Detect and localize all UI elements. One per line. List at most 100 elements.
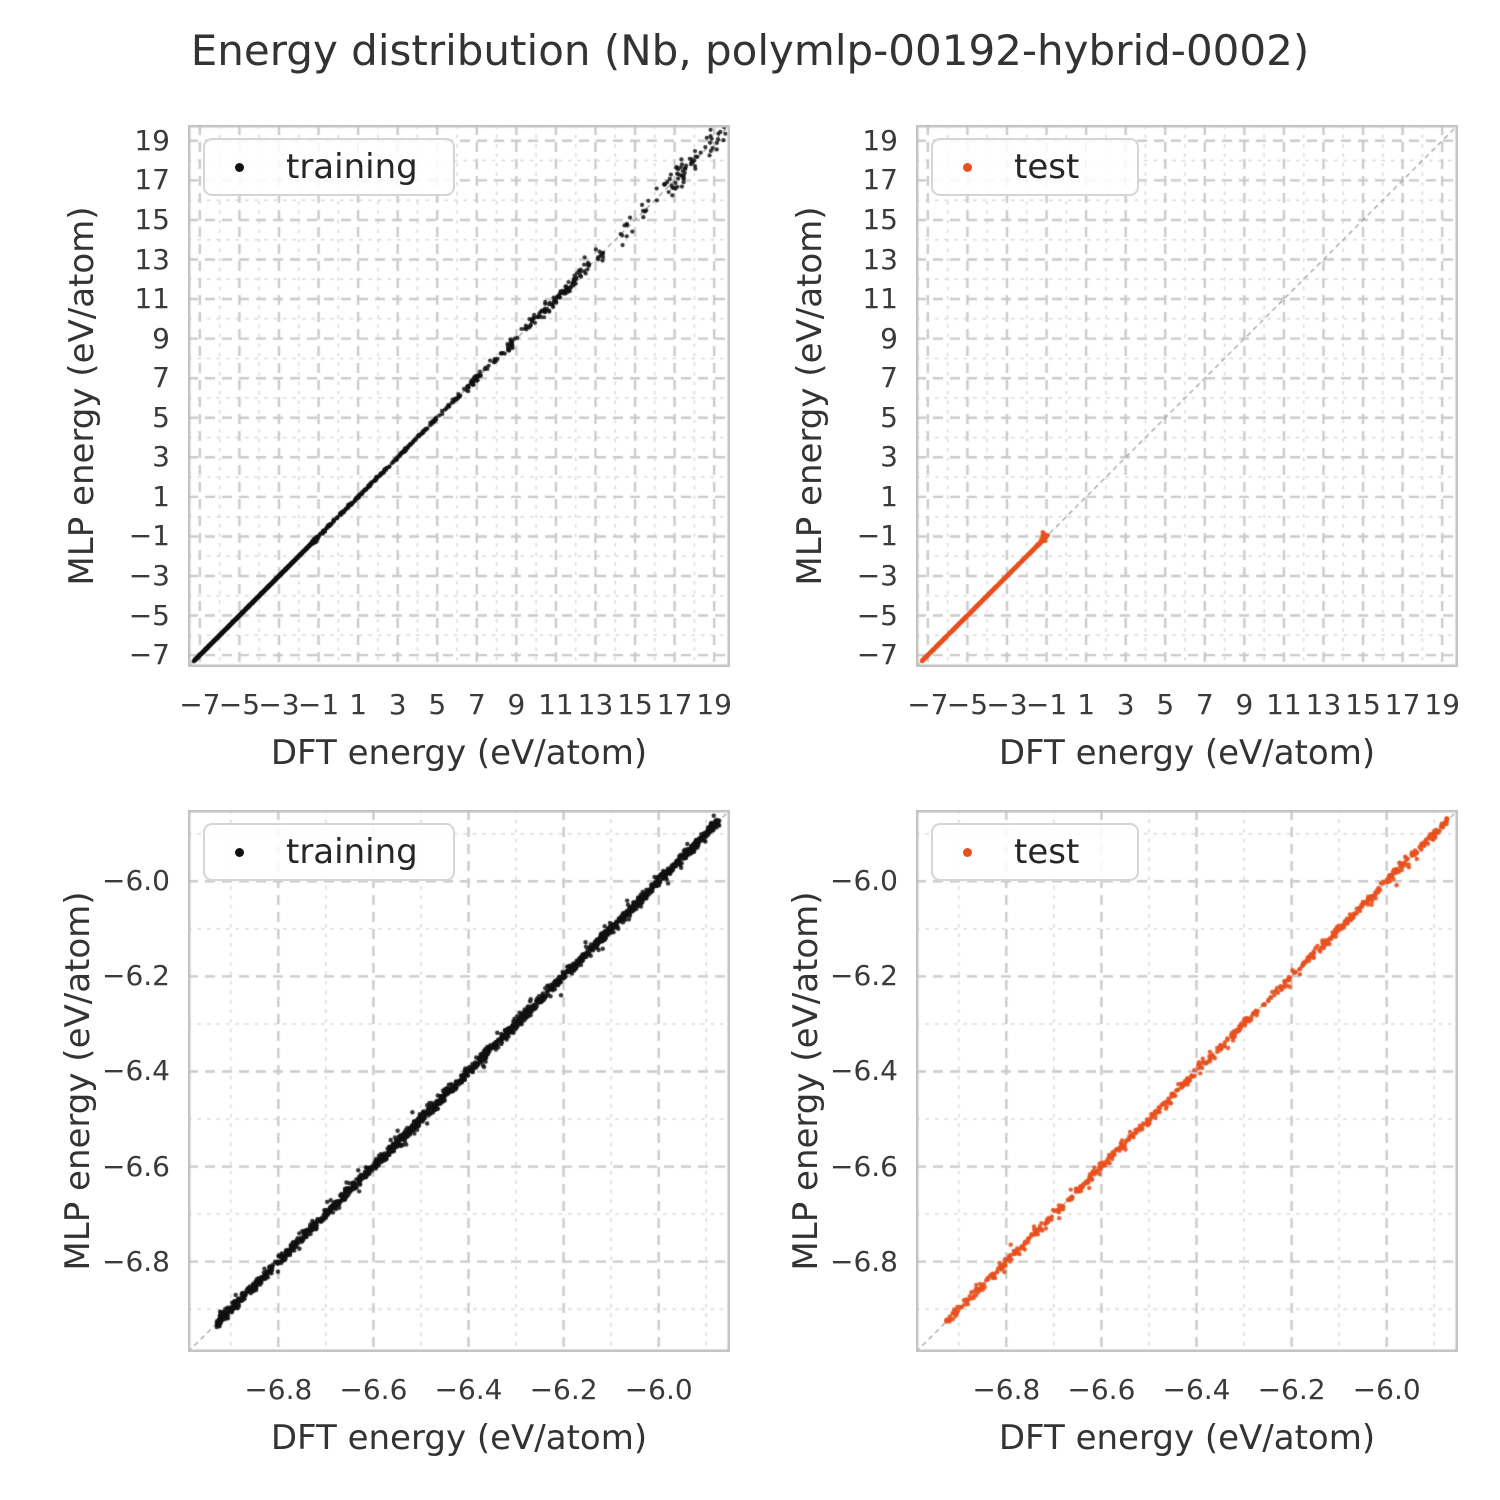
training-marker-dot-icon [235,162,244,172]
x-tick-label: −6.6 [339,1373,408,1406]
x-tick-label: −1 [297,688,340,721]
y-tick-label: 9 [152,321,170,355]
xaxis-label-test-full: DFT energy (eV/atom) [998,733,1376,773]
x-tick-label: 17 [1384,688,1421,721]
x-tick-label: 15 [1345,688,1381,721]
y-tick-label: 11 [134,282,170,316]
y-tick-label: −7 [856,638,898,672]
x-tick-label: −6.4 [1162,1373,1231,1406]
y-tick-label: 1 [152,479,170,513]
y-tick-label: 3 [880,440,898,474]
legend-test-zoom: test [931,823,1139,881]
x-tick-label: −7 [179,688,221,721]
xaxis-label-training-zoom: DFT energy (eV/atom) [270,1418,648,1458]
x-tick-label: 13 [577,688,614,721]
training-full-canvas [188,125,730,667]
y-tick-label: −6.4 [830,1054,898,1088]
x-tick-label: 17 [656,688,693,721]
x-tick-label: 5 [1156,688,1175,721]
x-tick-label: 15 [617,688,653,721]
x-tick-label: −6.8 [244,1373,313,1406]
y-tick-label: −1 [856,519,898,553]
y-tick-label: 9 [880,321,898,355]
y-tick-label: −6.4 [102,1054,170,1088]
y-tick-label: 1 [880,479,898,513]
y-tick-label: −7 [128,638,170,672]
x-tick-label: −5 [218,688,261,721]
x-tick-label: 19 [696,688,732,721]
x-tick-label: −1 [1025,688,1068,721]
y-tick-label: −5 [128,598,170,632]
y-tick-label: 7 [152,361,170,395]
test-zoom-canvas [916,810,1458,1352]
y-tick-label: 13 [862,242,898,276]
x-tick-label: 9 [507,688,526,721]
training-zoom-canvas [188,810,730,1352]
x-tick-label: −6.0 [624,1373,693,1406]
subplot-test-zoom: test [916,810,1458,1352]
legend-label-test-full: test [1014,147,1080,187]
y-tick-label: 15 [134,202,170,236]
y-tick-label: −5 [856,598,898,632]
y-tick-label: 15 [862,202,898,236]
legend-label-training-zoom: training [286,832,418,872]
y-tick-label: −6.8 [830,1244,898,1278]
x-tick-label: 19 [1424,688,1460,721]
y-tick-label: 17 [862,163,898,197]
subplot-training-full: training [188,125,730,667]
y-tick-label: −6.8 [102,1244,170,1278]
x-tick-label: −7 [907,688,949,721]
x-tick-label: −6.8 [972,1373,1041,1406]
y-tick-label: 3 [152,440,170,474]
xaxis-label-training-full: DFT energy (eV/atom) [270,733,648,773]
y-tick-label: 5 [152,400,170,434]
y-tick-label: −6.0 [102,864,170,898]
x-tick-label: 11 [1266,688,1302,721]
x-tick-label: 9 [1235,688,1254,721]
legend-label-training-full: training [286,147,418,187]
x-tick-label: 1 [349,688,368,721]
y-tick-label: 19 [134,123,170,157]
x-tick-label: 11 [538,688,574,721]
y-tick-label: −3 [856,559,898,592]
x-tick-label: 5 [428,688,447,721]
x-tick-label: −6.2 [529,1373,598,1406]
xaxis-label-test-zoom: DFT energy (eV/atom) [998,1418,1376,1458]
subplot-training-zoom: training [188,810,730,1352]
x-tick-label: −5 [946,688,989,721]
x-tick-label: 1 [1077,688,1096,721]
x-tick-label: 3 [388,688,407,721]
y-tick-label: 19 [862,123,898,157]
x-tick-label: 7 [467,688,486,721]
test-full-canvas [916,125,1458,667]
y-tick-label: 5 [880,400,898,434]
test-marker-dot-icon [963,162,972,172]
y-tick-label: −6.2 [102,959,170,993]
legend-test-full: test [931,138,1139,196]
x-tick-label: 13 [1305,688,1342,721]
x-tick-label: −6.6 [1067,1373,1136,1406]
y-tick-label: 13 [134,242,170,276]
y-tick-label: −6.0 [830,864,898,898]
x-tick-label: 3 [1116,688,1135,721]
y-tick-label: 7 [880,361,898,395]
subplot-test-full: test [916,125,1458,667]
test-marker-dot-icon [963,847,972,857]
y-tick-label: −1 [128,519,170,553]
legend-training-zoom: training [203,823,455,881]
x-tick-label: −3 [986,688,1028,721]
x-tick-label: −3 [258,688,300,721]
y-tick-label: −6.2 [830,959,898,993]
y-tick-label: 17 [134,163,170,197]
x-tick-label: −6.2 [1257,1373,1326,1406]
legend-label-test-zoom: test [1014,832,1080,872]
x-tick-label: −6.4 [434,1373,503,1406]
figure-title: Energy distribution (Nb, polymlp-00192-h… [190,26,1310,75]
y-tick-label: −3 [128,559,170,592]
legend-training-full: training [203,138,455,196]
y-tick-label: −6.6 [102,1149,170,1183]
y-tick-label: 11 [862,282,898,316]
x-tick-label: 7 [1195,688,1214,721]
training-marker-dot-icon [235,847,244,857]
y-tick-label: −6.6 [830,1149,898,1183]
